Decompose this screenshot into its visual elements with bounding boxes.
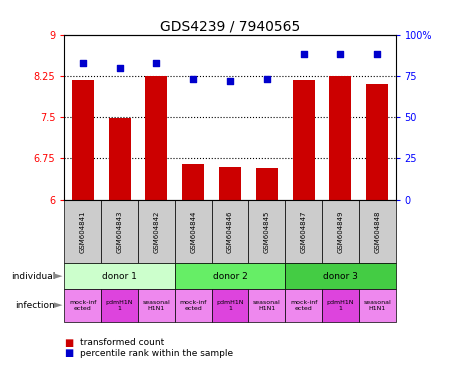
Text: mock-inf
ected: mock-inf ected xyxy=(69,300,96,311)
Bar xyxy=(321,200,358,263)
Text: donor 1: donor 1 xyxy=(102,271,137,281)
Point xyxy=(189,76,196,82)
Bar xyxy=(211,289,248,322)
Bar xyxy=(138,200,174,263)
Point xyxy=(226,78,233,84)
Bar xyxy=(329,76,351,200)
Text: ■: ■ xyxy=(64,348,73,358)
Bar xyxy=(174,289,211,322)
Text: donor 3: donor 3 xyxy=(322,271,357,281)
Text: percentile rank within the sample: percentile rank within the sample xyxy=(80,349,233,358)
Bar xyxy=(358,200,395,263)
Title: GDS4239 / 7940565: GDS4239 / 7940565 xyxy=(160,20,299,33)
Bar xyxy=(108,118,130,200)
Bar xyxy=(182,164,204,200)
Text: pdmH1N
1: pdmH1N 1 xyxy=(326,300,353,311)
Text: pdmH1N
1: pdmH1N 1 xyxy=(106,300,133,311)
Bar xyxy=(72,80,94,200)
Point xyxy=(336,51,343,58)
Bar xyxy=(64,200,101,263)
Text: pdmH1N
1: pdmH1N 1 xyxy=(216,300,243,311)
Bar xyxy=(211,200,248,263)
Bar xyxy=(174,263,285,289)
Point xyxy=(263,76,270,82)
Bar xyxy=(285,289,321,322)
Point xyxy=(152,60,160,66)
Text: transformed count: transformed count xyxy=(80,338,164,348)
Text: ■: ■ xyxy=(64,338,73,348)
Text: GSM604845: GSM604845 xyxy=(263,210,269,253)
Bar xyxy=(138,289,174,322)
Bar xyxy=(101,289,138,322)
Text: seasonal
H1N1: seasonal H1N1 xyxy=(142,300,170,311)
Bar xyxy=(292,80,314,200)
Point xyxy=(116,65,123,71)
Text: GSM604847: GSM604847 xyxy=(300,210,306,253)
Text: GSM604848: GSM604848 xyxy=(373,210,380,253)
Text: seasonal
H1N1: seasonal H1N1 xyxy=(252,300,280,311)
Bar xyxy=(64,263,174,289)
Text: GSM604842: GSM604842 xyxy=(153,210,159,253)
Text: donor 2: donor 2 xyxy=(212,271,247,281)
Point xyxy=(299,51,307,58)
Bar xyxy=(285,263,395,289)
Bar xyxy=(255,168,277,200)
Bar xyxy=(101,200,138,263)
Text: infection: infection xyxy=(16,301,55,310)
Text: GSM604846: GSM604846 xyxy=(226,210,233,253)
Bar xyxy=(145,76,167,200)
Text: mock-inf
ected: mock-inf ected xyxy=(179,300,207,311)
Bar xyxy=(248,200,285,263)
Text: ►: ► xyxy=(54,300,62,311)
Bar xyxy=(64,289,101,322)
Point xyxy=(373,51,380,58)
Text: mock-inf
ected: mock-inf ected xyxy=(289,300,317,311)
Bar xyxy=(248,289,285,322)
Text: GSM604844: GSM604844 xyxy=(190,210,196,253)
Text: individual: individual xyxy=(11,271,55,281)
Bar xyxy=(358,289,395,322)
Bar xyxy=(174,200,211,263)
Text: GSM604843: GSM604843 xyxy=(116,210,123,253)
Bar xyxy=(218,167,241,200)
Text: GSM604849: GSM604849 xyxy=(336,210,343,253)
Bar xyxy=(321,289,358,322)
Text: ►: ► xyxy=(54,271,62,281)
Text: seasonal
H1N1: seasonal H1N1 xyxy=(363,300,390,311)
Bar xyxy=(285,200,321,263)
Bar xyxy=(365,84,387,200)
Point xyxy=(79,60,86,66)
Text: GSM604841: GSM604841 xyxy=(79,210,86,253)
